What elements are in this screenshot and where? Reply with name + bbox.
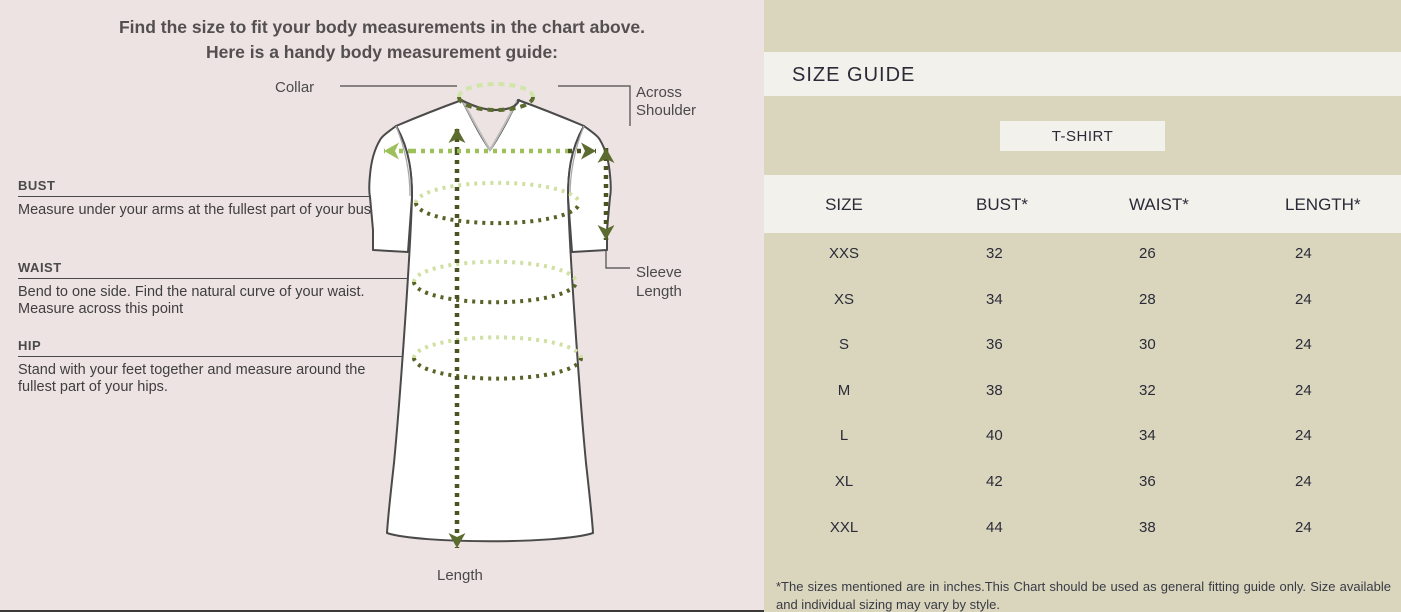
svg-text:Shoulder: Shoulder [636, 102, 696, 119]
svg-text:Length: Length [636, 283, 682, 300]
svg-text:Sleeve: Sleeve [636, 264, 682, 281]
svg-text:Across: Across [636, 84, 682, 101]
svg-text:Collar: Collar [275, 79, 314, 96]
svg-text:Length: Length [437, 567, 483, 584]
